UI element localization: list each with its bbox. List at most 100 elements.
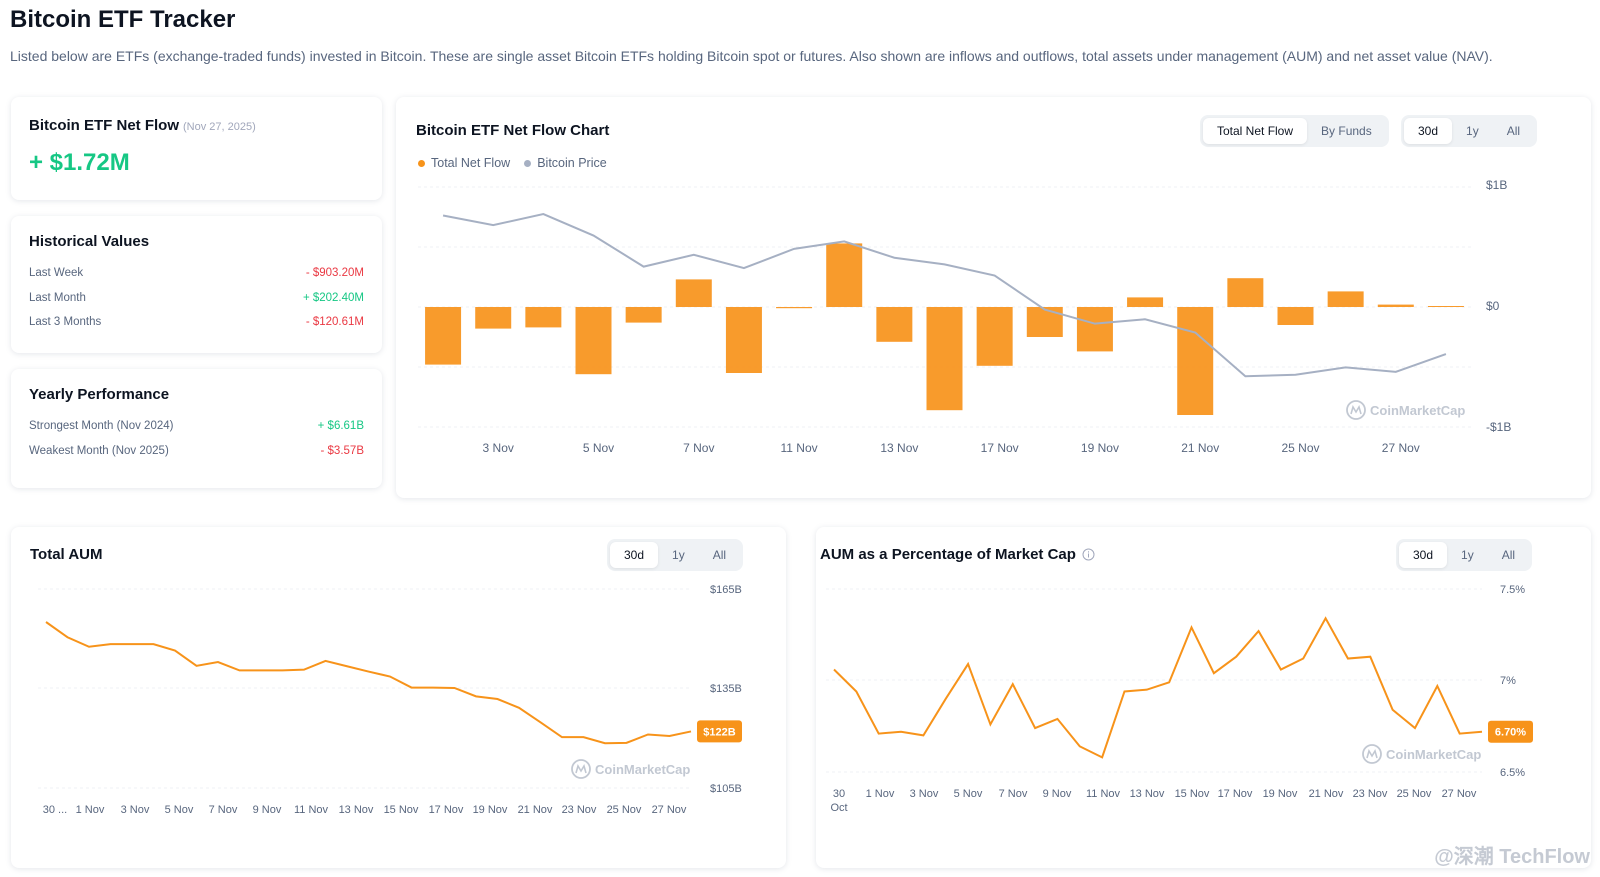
x-axis-label: 25 Nov bbox=[1281, 441, 1319, 455]
info-icon[interactable] bbox=[1082, 548, 1095, 561]
x-axis-label: 1 Nov bbox=[76, 804, 105, 816]
footer-watermark: @深潮 TechFlow bbox=[1434, 846, 1590, 868]
range-1y-button[interactable]: 1y bbox=[1466, 124, 1479, 138]
y-axis-label: $105B bbox=[710, 783, 742, 795]
x-axis-label: 27 Nov bbox=[1382, 441, 1420, 455]
range-toggle: 30d 1y All bbox=[1401, 115, 1538, 147]
net-flow-bar bbox=[425, 307, 462, 365]
total-aum-title: Total AUM bbox=[30, 546, 103, 563]
tab-by-funds[interactable]: By Funds bbox=[1321, 124, 1372, 138]
x-axis-label: 19 Nov bbox=[473, 804, 508, 816]
coinmarketcap-logo-mark bbox=[1350, 405, 1362, 415]
x-axis-label: 30 ... bbox=[43, 804, 67, 816]
x-axis-label: 30 bbox=[833, 788, 845, 800]
net-flow-title: Bitcoin ETF Net Flow (Nov 27, 2025) bbox=[29, 117, 256, 134]
pct-range-toggle: 30d 1y All bbox=[1396, 539, 1533, 571]
row-value: - $3.57B bbox=[320, 445, 364, 457]
historical-values-card: Historical Values Last Week - $903.20M L… bbox=[11, 216, 382, 353]
net-flow-bar bbox=[475, 307, 512, 329]
range-30d-button[interactable]: 30d bbox=[1399, 542, 1448, 568]
legend-label: Bitcoin Price bbox=[537, 156, 607, 170]
row-label: Last 3 Months bbox=[29, 316, 102, 328]
x-axis-label: 7 Nov bbox=[209, 804, 238, 816]
net-flow-chart-card: Bitcoin ETF Net Flow Chart Total Net Flo… bbox=[396, 97, 1591, 498]
aum-pct-title: AUM as a Percentage of Market Cap bbox=[820, 546, 1076, 563]
x-axis-label: 7 Nov bbox=[999, 788, 1028, 800]
x-axis-label: 5 Nov bbox=[954, 788, 983, 800]
coinmarketcap-logo-mark bbox=[575, 764, 587, 774]
net-flow-bar bbox=[1427, 306, 1464, 307]
net-flow-bar bbox=[675, 279, 712, 307]
row-label: Weakest Month (Nov 2025) bbox=[29, 445, 169, 457]
tab-total-net-flow[interactable]: Total Net Flow bbox=[1203, 118, 1308, 144]
net-flow-chart[interactable]: $1B $0 -$1B 3 Nov 5 Nov 7 Nov 11 Nov 13 Nov 17 N… bbox=[396, 97, 1591, 498]
x-axis-label: 21 Nov bbox=[518, 804, 553, 816]
range-all-button[interactable]: All bbox=[1501, 548, 1516, 562]
x-axis-label: 27 Nov bbox=[652, 804, 687, 816]
net-flow-bar bbox=[1127, 297, 1164, 307]
x-axis-label: 9 Nov bbox=[253, 804, 282, 816]
net-flow-bar bbox=[525, 307, 562, 328]
legend-item-net-flow[interactable]: Total Net Flow bbox=[418, 156, 510, 170]
x-axis-label: 21 Nov bbox=[1309, 788, 1344, 800]
net-flow-title-text: Bitcoin ETF Net Flow bbox=[29, 117, 179, 134]
yearly-row-strongest: Strongest Month (Nov 2024) + $6.61B bbox=[29, 418, 364, 434]
x-axis-label: 15 Nov bbox=[384, 804, 419, 816]
x-axis-label: 25 Nov bbox=[1397, 788, 1432, 800]
row-label: Last Month bbox=[29, 292, 86, 304]
historical-row-last-month: Last Month + $202.40M bbox=[29, 290, 364, 306]
aum-range-toggle: 30d 1y All bbox=[607, 539, 744, 571]
legend-dot bbox=[418, 159, 425, 167]
current-value-label: $122B bbox=[703, 726, 735, 738]
yearly-performance-title: Yearly Performance bbox=[29, 386, 170, 403]
aum-pct-chart[interactable]: 7.5% 7% 6.5% 6.70% 30 1 Nov 3 Nov 5 Nov 7 Nov 9 N… bbox=[816, 527, 1591, 868]
range-30d-button[interactable]: 30d bbox=[610, 542, 659, 568]
x-axis-label: 3 Nov bbox=[121, 804, 150, 816]
coinmarketcap-watermark: CoinMarketCap bbox=[1346, 400, 1465, 420]
x-axis-label: 17 Nov bbox=[981, 441, 1019, 455]
range-1y-button[interactable]: 1y bbox=[1461, 548, 1474, 562]
range-30d-button[interactable]: 30d bbox=[1404, 118, 1453, 144]
y-axis-label: $135B bbox=[710, 683, 742, 695]
coinmarketcap-logo-icon bbox=[571, 759, 591, 779]
x-axis-label: 11 Nov bbox=[1086, 788, 1121, 800]
yearly-row-weakest: Weakest Month (Nov 2025) - $3.57B bbox=[29, 443, 364, 459]
net-flow-bar bbox=[926, 307, 963, 411]
x-axis-label: 15 Nov bbox=[1175, 788, 1210, 800]
y-axis-label: $1B bbox=[1486, 178, 1507, 192]
net-flow-card: Bitcoin ETF Net Flow (Nov 27, 2025) + $1.… bbox=[11, 97, 382, 200]
net-flow-bar bbox=[1026, 307, 1063, 337]
total-aum-chart[interactable]: $165B $135B $105B $122B 30 ... 1 Nov 3 Nov 5 No… bbox=[11, 527, 786, 868]
coinmarketcap-logo-icon bbox=[1362, 744, 1382, 764]
range-1y-button[interactable]: 1y bbox=[672, 548, 685, 562]
bitcoin-price-line bbox=[442, 212, 1447, 378]
net-flow-bar bbox=[575, 307, 612, 375]
row-value: + $6.61B bbox=[317, 420, 364, 432]
current-value-tag bbox=[697, 720, 742, 743]
x-axis-label: 21 Nov bbox=[1181, 441, 1219, 455]
x-axis-label: 17 Nov bbox=[429, 804, 464, 816]
range-all-button[interactable]: All bbox=[712, 548, 727, 562]
series-line bbox=[833, 616, 1483, 759]
x-axis-label: 3 Nov bbox=[483, 441, 514, 455]
x-axis-label: 5 Nov bbox=[165, 804, 194, 816]
aum-pct-title-row: AUM as a Percentage of Market Cap bbox=[820, 546, 1095, 563]
x-axis-sublabel: Oct bbox=[830, 802, 847, 814]
x-axis-label: 25 Nov bbox=[607, 804, 642, 816]
y-axis-label: 7.5% bbox=[1500, 584, 1525, 596]
x-axis-label: 13 Nov bbox=[1130, 788, 1165, 800]
range-all-button[interactable]: All bbox=[1506, 124, 1521, 138]
series-line bbox=[45, 621, 692, 745]
x-axis-label: 11 Nov bbox=[781, 441, 818, 455]
net-flow-value: + $1.72M bbox=[29, 149, 130, 176]
x-axis-label: 13 Nov bbox=[339, 804, 374, 816]
legend-item-bitcoin-price[interactable]: Bitcoin Price bbox=[524, 156, 607, 170]
coinmarketcap-logo-mark bbox=[1366, 749, 1378, 759]
watermark-label: CoinMarketCap bbox=[595, 762, 690, 777]
y-axis-label: 7% bbox=[1500, 675, 1516, 687]
x-axis-label: 11 Nov bbox=[294, 804, 329, 816]
coinmarketcap-watermark: CoinMarketCap bbox=[1362, 744, 1481, 764]
current-value-tag bbox=[1488, 720, 1533, 743]
x-axis-label: 19 Nov bbox=[1263, 788, 1298, 800]
row-label: Last Week bbox=[29, 267, 84, 279]
